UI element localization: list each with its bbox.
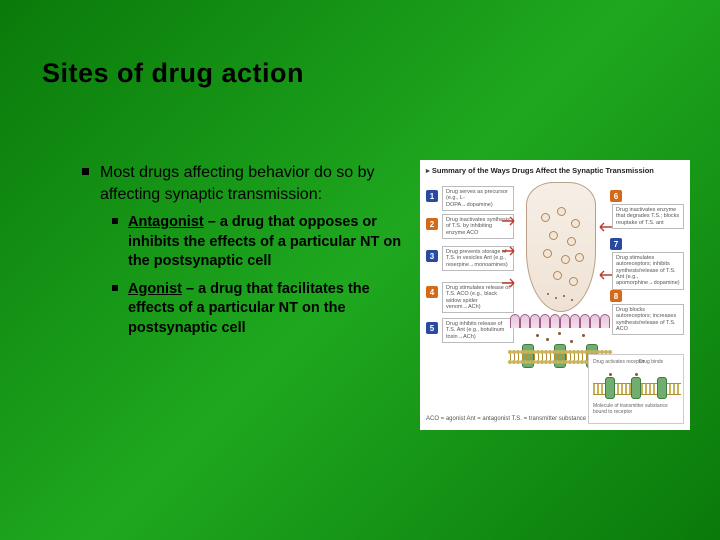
square-bullet-icon xyxy=(82,168,89,175)
neurotransmitter-dot xyxy=(635,373,638,376)
bullet-level1-text: Most drugs affecting behavior do so by a… xyxy=(100,162,402,205)
term-agonist: Agonist xyxy=(128,281,182,297)
arrow-icon xyxy=(594,222,612,232)
arrow-icon xyxy=(502,278,520,288)
bullet-level2-text: Agonist – a drug that facilitates the ef… xyxy=(128,280,402,339)
vesicle-icon xyxy=(543,249,552,258)
neurotransmitter-dot xyxy=(570,340,573,343)
step-number-7: 7 xyxy=(610,238,622,250)
vesicle-icon xyxy=(571,219,580,228)
receptor-icon xyxy=(657,377,667,399)
bullet-level2: Agonist – a drug that facilitates the ef… xyxy=(112,280,402,339)
vesicle-icon xyxy=(549,231,558,240)
caption-right-3: Drug blocks autoreceptors; increases syn… xyxy=(612,304,684,335)
neurotransmitter-dot xyxy=(571,299,573,301)
receptor-icon xyxy=(605,377,615,399)
step-number-4: 4 xyxy=(426,286,438,298)
caption-left-5: Drug inhibits release of T.S. Ant (e.g.,… xyxy=(442,318,514,343)
bullet-level2-text: Antagonist – a drug that opposes or inhi… xyxy=(128,213,402,272)
neurotransmitter-dot xyxy=(546,338,549,341)
step-number-6: 6 xyxy=(610,190,622,202)
receptor-icon xyxy=(631,377,641,399)
vesicle-icon xyxy=(557,207,566,216)
vesicle-icon xyxy=(567,237,576,246)
step-number-3: 3 xyxy=(426,250,438,262)
term-antagonist: Antagonist xyxy=(128,214,204,230)
slide-title: Sites of drug action xyxy=(42,58,304,89)
square-bullet-icon xyxy=(112,218,118,224)
arrow-icon xyxy=(594,270,612,280)
bullet-level2: Antagonist – a drug that opposes or inhi… xyxy=(112,213,402,272)
vesicle-icon xyxy=(575,253,584,262)
caption-right-2: Drug stimulates autoreceptors; inhibits … xyxy=(612,252,684,290)
vesicle-icon xyxy=(553,271,562,280)
figure-legend: ACO = agonist Ant = antagonist T.S. = tr… xyxy=(426,416,586,424)
inset-label: Molecule of transmitter substance bound … xyxy=(593,403,683,415)
axon-terminal xyxy=(526,182,596,312)
vesicle-icon xyxy=(561,255,570,264)
sub-bullet-list: Antagonist – a drug that opposes or inhi… xyxy=(112,213,402,338)
neurotransmitter-dot xyxy=(563,295,565,297)
neurotransmitter-dot xyxy=(536,334,539,337)
caption-right-1: Drug inactivates enzyme that degrades T.… xyxy=(612,204,684,229)
step-number-1: 1 xyxy=(426,190,438,202)
receptor-inset: Drug activates receptor Drug binds Molec… xyxy=(588,354,684,424)
square-bullet-icon xyxy=(112,285,118,291)
content-area: Most drugs affecting behavior do so by a… xyxy=(82,162,402,347)
synapse-diagram-figure: Summary of the Ways Drugs Affect the Syn… xyxy=(420,160,690,430)
inset-label: Drug activates receptor xyxy=(593,359,645,365)
neurotransmitter-dot xyxy=(555,297,557,299)
arrow-icon xyxy=(502,246,520,256)
caption-left-1: Drug serves as precursor (e.g., L-DOPA→d… xyxy=(442,186,514,211)
step-number-8: 8 xyxy=(610,290,622,302)
neurotransmitter-dot xyxy=(582,334,585,337)
figure-title: Summary of the Ways Drugs Affect the Syn… xyxy=(426,166,654,175)
bullet-level1: Most drugs affecting behavior do so by a… xyxy=(82,162,402,205)
vesicle-icon xyxy=(569,277,578,286)
neurotransmitter-dot xyxy=(609,373,612,376)
presynaptic-membrane xyxy=(510,314,610,330)
arrow-icon xyxy=(502,216,520,226)
vesicle-icon xyxy=(541,213,550,222)
step-number-5: 5 xyxy=(426,322,438,334)
inset-label: Drug binds xyxy=(639,359,663,365)
step-number-2: 2 xyxy=(426,218,438,230)
neurotransmitter-dot xyxy=(558,332,561,335)
neurotransmitter-dot xyxy=(547,293,549,295)
